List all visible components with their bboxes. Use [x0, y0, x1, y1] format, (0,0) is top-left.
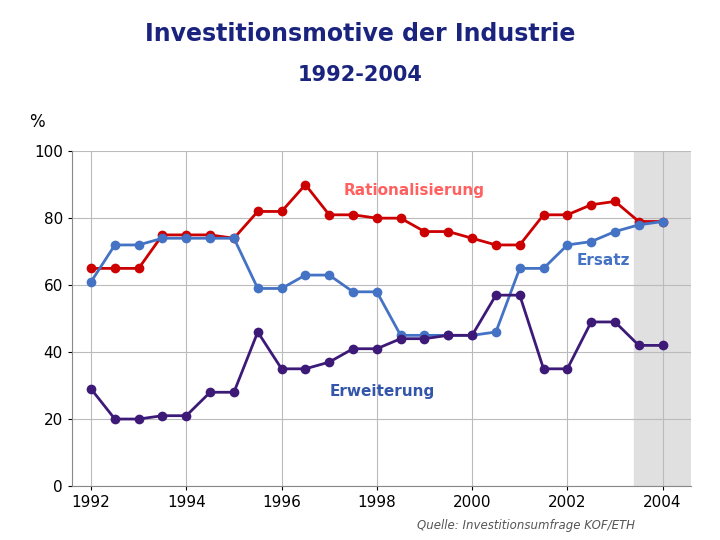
Text: %: % — [29, 113, 45, 131]
Text: Ersatz: Ersatz — [577, 253, 631, 268]
Text: Rationalisierung: Rationalisierung — [343, 183, 485, 198]
Text: Quelle: Investitionsumfrage KOF/ETH: Quelle: Investitionsumfrage KOF/ETH — [417, 519, 634, 532]
Bar — [634, 151, 691, 486]
Text: 1992-2004: 1992-2004 — [297, 65, 423, 85]
Text: Erweiterung: Erweiterung — [329, 383, 434, 399]
Text: Investitionsmotive der Industrie: Investitionsmotive der Industrie — [145, 22, 575, 45]
